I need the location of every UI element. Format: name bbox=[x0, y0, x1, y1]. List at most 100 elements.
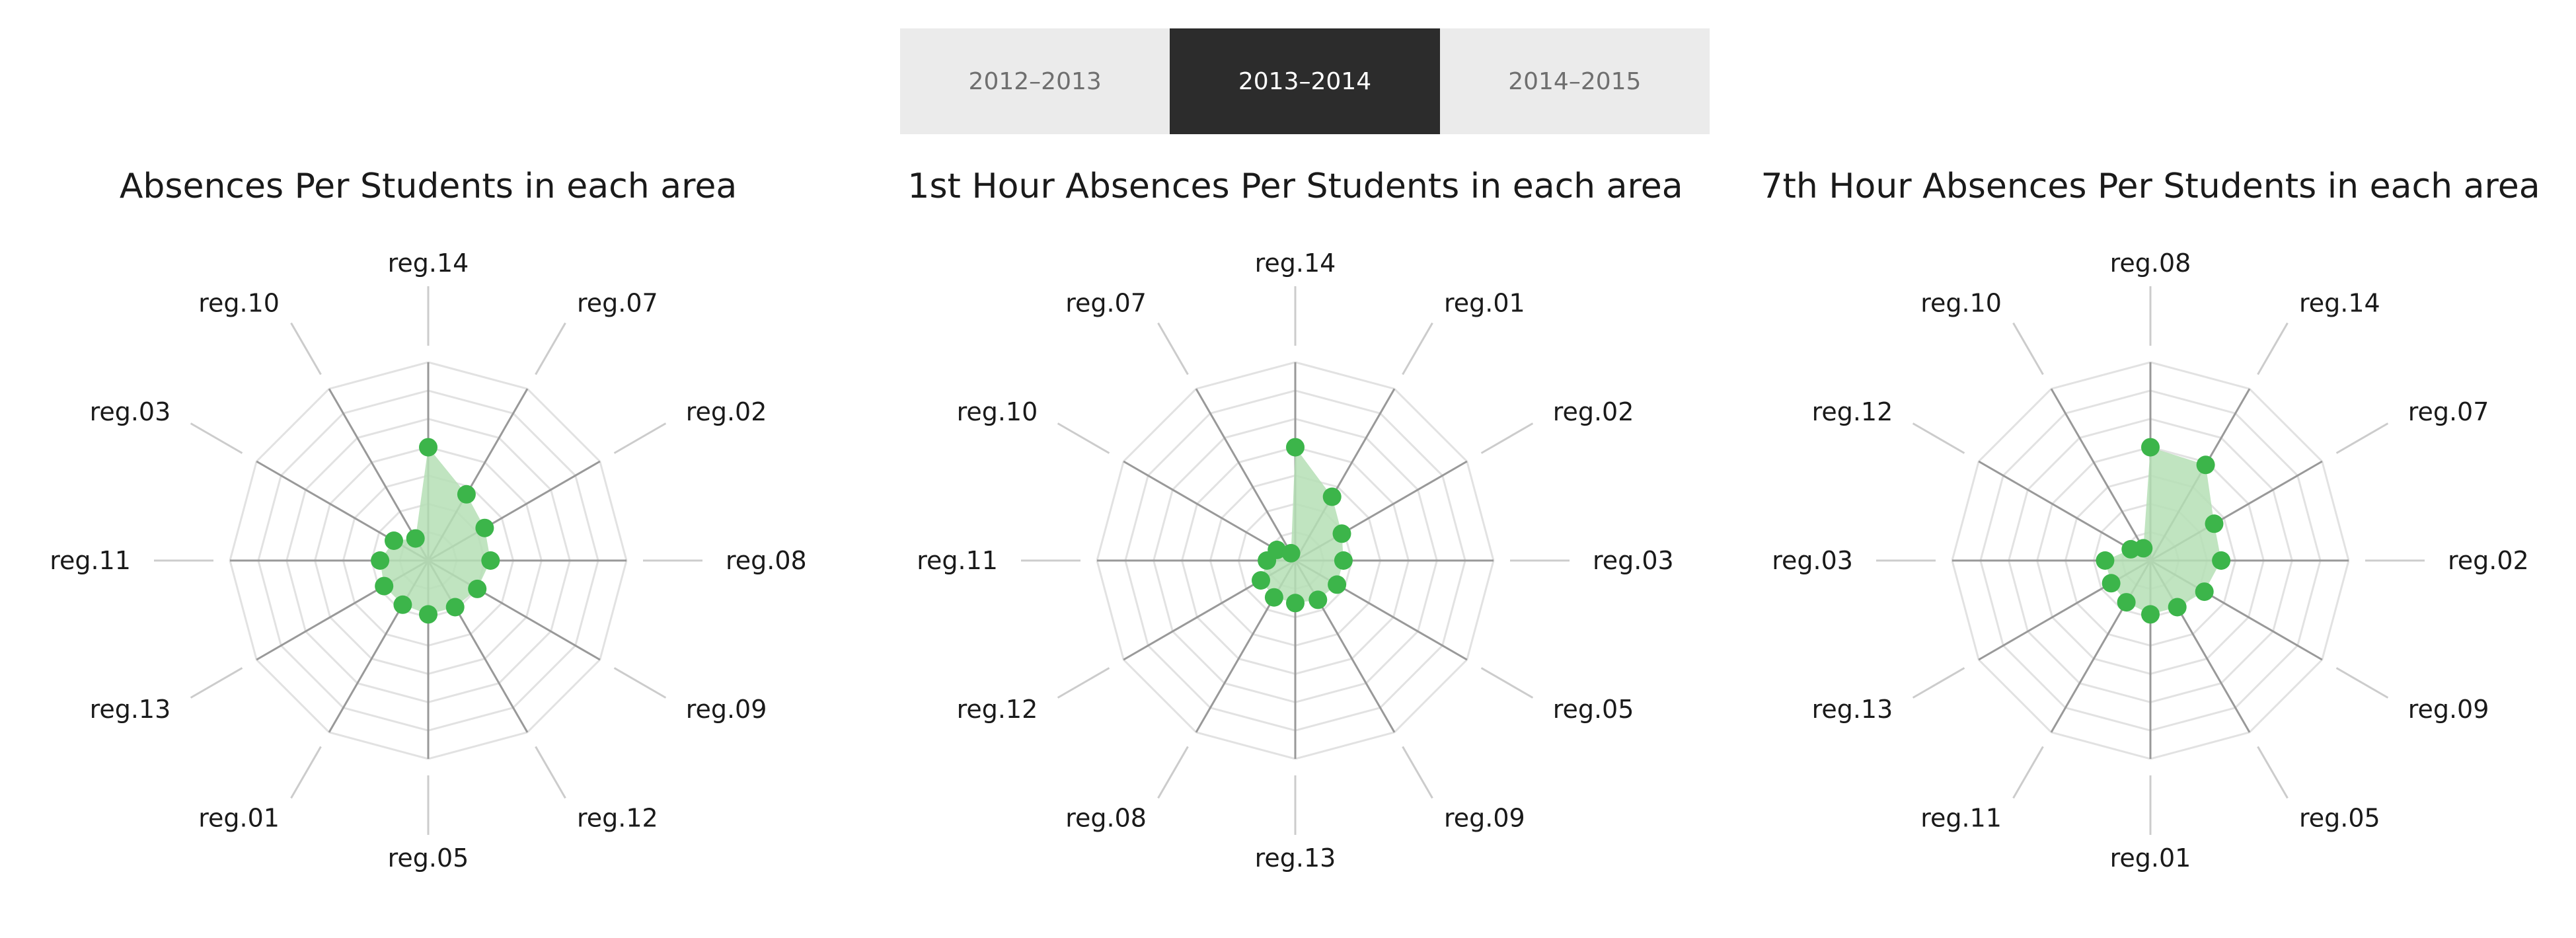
axis-label-reg-03: reg.03 bbox=[1593, 546, 1674, 575]
axis-spoke bbox=[1123, 460, 1296, 562]
axis-leader bbox=[2012, 322, 2044, 375]
axis-label-reg-08: reg.08 bbox=[726, 546, 807, 575]
axis-label-reg-07: reg.07 bbox=[1065, 288, 1147, 317]
data-point-reg-02 bbox=[475, 518, 494, 537]
axis-label-reg-05: reg.05 bbox=[2299, 804, 2380, 833]
axis-label-reg-10: reg.10 bbox=[1920, 288, 2002, 317]
data-point-reg-07 bbox=[457, 485, 476, 504]
data-point-reg-03 bbox=[2096, 551, 2115, 570]
tab-2012-2013[interactable]: 2012–2013 bbox=[900, 28, 1170, 134]
axis-label-reg-14: reg.14 bbox=[2299, 288, 2380, 317]
data-point-reg-13 bbox=[2102, 574, 2121, 593]
axis-label-reg-10: reg.10 bbox=[957, 397, 1038, 426]
chart-title-absences: Absences Per Students in each area bbox=[119, 167, 738, 206]
data-point-reg-02 bbox=[1332, 524, 1351, 543]
axis-label-reg-07: reg.07 bbox=[2408, 397, 2489, 426]
radar-chart-1: reg.14 reg.07 reg.02 reg.08 reg.09 reg.12 reg.… bbox=[50, 249, 806, 873]
axis-label-reg-14: reg.14 bbox=[1255, 249, 1336, 278]
axis-label-reg-08: reg.08 bbox=[1065, 804, 1147, 833]
radar-chart-2: reg.14 reg.01 reg.02 reg.03 reg.05 reg.09 reg.… bbox=[917, 249, 1673, 873]
data-point-reg-08 bbox=[2141, 438, 2160, 457]
axis-label-reg-03: reg.03 bbox=[90, 397, 171, 426]
data-point-reg-09 bbox=[2195, 582, 2214, 602]
axis-label-reg-09: reg.09 bbox=[686, 695, 767, 724]
data-point-reg-09 bbox=[468, 579, 487, 598]
data-point-reg-11 bbox=[371, 551, 390, 570]
data-point-reg-13 bbox=[375, 576, 394, 596]
axis-leader bbox=[613, 667, 667, 699]
year-tabs: 2012–2013 2013–2014 2014–2015 bbox=[900, 28, 1710, 134]
axis-leader bbox=[1480, 667, 1534, 699]
data-point-reg-02 bbox=[2212, 551, 2231, 570]
axis-leader bbox=[1912, 422, 1965, 454]
axis-label-reg-02: reg.02 bbox=[686, 397, 767, 426]
axis-label-reg-11: reg.11 bbox=[1920, 804, 2002, 833]
data-point-reg-08 bbox=[481, 551, 500, 570]
data-point-reg-08 bbox=[1264, 588, 1283, 607]
axis-label-reg-08: reg.08 bbox=[2110, 249, 2191, 278]
axis-label-reg-02: reg.02 bbox=[1553, 397, 1634, 426]
axis-leader bbox=[1912, 667, 1965, 699]
data-point-reg-01 bbox=[2141, 605, 2160, 624]
axis-label-reg-05: reg.05 bbox=[1553, 695, 1634, 724]
axis-leader bbox=[1057, 422, 1110, 454]
data-point-reg-11 bbox=[2117, 593, 2136, 612]
data-point-reg-07 bbox=[2205, 514, 2224, 533]
data-point-reg-14 bbox=[2196, 455, 2215, 475]
data-point-reg-10 bbox=[2134, 539, 2153, 558]
data-point-reg-05 bbox=[1328, 575, 1347, 594]
axis-label-reg-10: reg.10 bbox=[198, 288, 280, 317]
axis-leader bbox=[1402, 746, 1433, 799]
axis-label-reg-09: reg.09 bbox=[1444, 804, 1525, 833]
axis-label-reg-12: reg.12 bbox=[957, 695, 1038, 724]
axis-label-reg-09: reg.09 bbox=[2408, 695, 2489, 724]
data-point-reg-01 bbox=[393, 595, 412, 614]
data-point-reg-12 bbox=[1252, 571, 1270, 590]
axis-leader bbox=[2012, 746, 2044, 799]
axis-leader bbox=[2335, 422, 2389, 454]
data-point-reg-01 bbox=[1322, 487, 1342, 506]
axis-label-reg-01: reg.01 bbox=[198, 804, 280, 833]
axis-label-reg-07: reg.07 bbox=[577, 288, 658, 317]
data-point-reg-03 bbox=[1334, 551, 1353, 570]
data-area bbox=[380, 447, 491, 615]
axis-label-reg-12: reg.12 bbox=[577, 804, 658, 833]
data-point-reg-10 bbox=[1268, 540, 1287, 559]
axis-leader bbox=[190, 422, 243, 454]
axis-leader bbox=[613, 422, 667, 454]
tab-2014-2015[interactable]: 2014–2015 bbox=[1439, 28, 1710, 134]
axis-leader bbox=[1057, 667, 1110, 699]
axis-leader bbox=[2257, 746, 2289, 799]
axis-label-reg-11: reg.11 bbox=[917, 546, 998, 575]
axis-leader bbox=[2335, 667, 2389, 699]
axis-spoke bbox=[1978, 460, 2151, 562]
axis-leader bbox=[290, 746, 322, 799]
tab-2013-2014[interactable]: 2013–2014 bbox=[1170, 28, 1440, 134]
axis-label-reg-13: reg.13 bbox=[1812, 695, 1893, 724]
radar-chart-3: reg.08 reg.14 reg.07 reg.02 reg.09 reg.05 reg.… bbox=[1772, 249, 2528, 873]
axis-spoke bbox=[2050, 388, 2152, 561]
axis-leader bbox=[1157, 746, 1189, 799]
data-area bbox=[1261, 447, 1344, 604]
data-point-reg-05 bbox=[2168, 598, 2187, 617]
data-point-reg-03 bbox=[385, 531, 403, 550]
axis-label-reg-03: reg.03 bbox=[1772, 546, 1853, 575]
chart-title-7th-hour: 7th Hour Absences Per Students in each a… bbox=[1761, 167, 2540, 206]
data-point-reg-14 bbox=[419, 438, 437, 457]
data-point-reg-12 bbox=[445, 598, 465, 617]
data-point-reg-07 bbox=[1281, 543, 1301, 563]
axis-leader bbox=[1402, 322, 1433, 375]
axis-label-reg-02: reg.02 bbox=[2448, 546, 2529, 575]
axis-label-reg-13: reg.13 bbox=[1255, 843, 1336, 873]
axis-leader bbox=[535, 322, 566, 375]
axis-leader bbox=[2257, 322, 2289, 375]
axis-leader bbox=[535, 746, 566, 799]
axis-leader bbox=[190, 667, 243, 699]
axis-label-reg-01: reg.01 bbox=[2110, 843, 2191, 873]
data-point-reg-10 bbox=[406, 529, 425, 548]
axis-label-reg-11: reg.11 bbox=[50, 546, 131, 575]
axis-leader bbox=[290, 322, 322, 375]
axis-label-reg-13: reg.13 bbox=[90, 695, 171, 724]
axis-spoke bbox=[1195, 388, 1297, 561]
axis-leader bbox=[1157, 322, 1189, 375]
